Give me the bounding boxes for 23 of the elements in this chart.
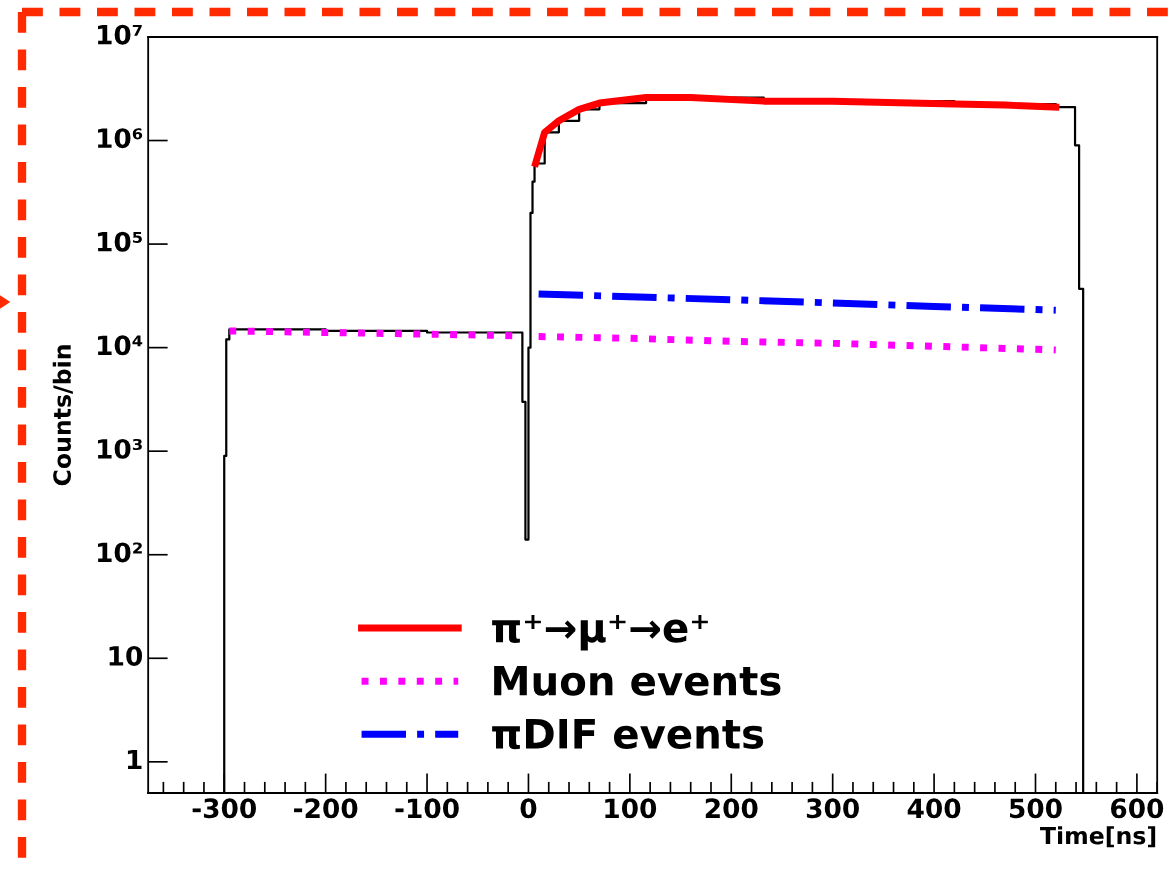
x-tick-label: 600 [1111, 798, 1164, 819]
x-tick-label: 300 [806, 798, 859, 819]
y-tick-label: 1 [127, 749, 142, 770]
legend-label: πDIF events [492, 719, 764, 750]
x-tick-label: 500 [1009, 798, 1062, 819]
x-tick-label: 0 [520, 798, 537, 819]
legend-label: Muon events [494, 665, 781, 696]
x-tick-label: 200 [705, 798, 758, 819]
x-tick-label: 400 [907, 798, 961, 819]
x-tick-label: -200 [294, 798, 358, 819]
x-tick-label: -300 [192, 798, 256, 819]
y-tick-label: 10⁵ [98, 231, 142, 252]
x-axis-title: Time[ns] [1040, 826, 1156, 848]
x-tick-label: -100 [395, 798, 459, 819]
legend-label: π⁺→μ⁺→e⁺ [492, 614, 708, 651]
y-tick-label: 10 [109, 645, 143, 666]
y-tick-label: 10⁴ [98, 335, 143, 356]
y-tick-label: 10² [98, 542, 142, 563]
y-tick-label: 10⁷ [98, 24, 142, 45]
y-axis-title: Counts/bin [52, 345, 73, 486]
y-tick-label: 10³ [98, 438, 142, 459]
x-tick-label: 100 [605, 798, 657, 819]
y-tick-label: 10⁶ [98, 128, 143, 149]
